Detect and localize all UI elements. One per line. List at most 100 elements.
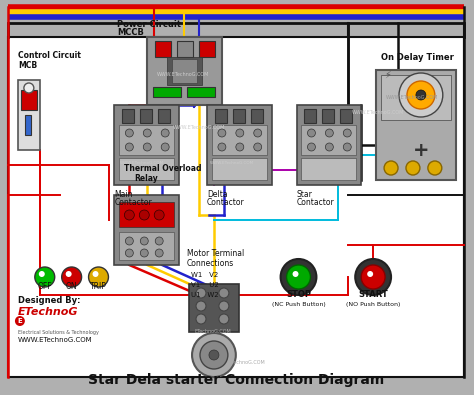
Bar	[25, 115, 31, 135]
Bar	[189, 284, 239, 332]
Bar	[8, 37, 464, 377]
Text: Designed By:: Designed By:	[18, 296, 81, 305]
Text: WWW.ETechnoG.COM: WWW.ETechnoG.COM	[352, 110, 404, 115]
Text: OFF: OFF	[37, 282, 52, 291]
Text: (NC Push Button): (NC Push Button)	[272, 302, 325, 307]
Circle shape	[406, 161, 420, 175]
Circle shape	[126, 129, 133, 137]
Bar	[301, 158, 356, 180]
Circle shape	[161, 143, 169, 151]
Text: Star: Star	[297, 190, 312, 199]
Text: E: E	[18, 318, 22, 324]
Bar	[304, 109, 317, 123]
Text: WWW.ETechnoG.COM: WWW.ETechnoG.COM	[173, 125, 225, 130]
Text: ⚡: ⚡	[384, 70, 391, 80]
Circle shape	[196, 288, 206, 298]
Circle shape	[140, 237, 148, 245]
Text: Control Circuit: Control Circuit	[18, 51, 81, 60]
Text: ETechnoG.COM: ETechnoG.COM	[194, 329, 231, 334]
Bar	[212, 158, 267, 180]
Circle shape	[66, 271, 72, 277]
Text: Power Circuit: Power Circuit	[118, 20, 182, 29]
Text: ON: ON	[66, 282, 77, 291]
Text: +: +	[413, 141, 429, 160]
Text: MCCB: MCCB	[118, 28, 144, 37]
Bar	[119, 125, 174, 155]
Circle shape	[325, 143, 333, 151]
Circle shape	[140, 249, 148, 257]
Bar	[199, 41, 215, 57]
Bar	[119, 202, 174, 227]
Circle shape	[124, 210, 134, 220]
Circle shape	[343, 129, 351, 137]
Bar	[147, 37, 222, 105]
Circle shape	[39, 271, 45, 277]
Bar	[114, 105, 179, 185]
Circle shape	[200, 341, 228, 369]
Circle shape	[361, 265, 385, 289]
Bar	[215, 109, 227, 123]
Text: ETechnoG.COM: ETechnoG.COM	[229, 360, 265, 365]
Circle shape	[154, 210, 164, 220]
Bar	[233, 109, 245, 123]
Text: Contactor: Contactor	[207, 198, 245, 207]
Bar	[187, 87, 215, 97]
Circle shape	[126, 143, 133, 151]
Text: W1   V2: W1 V2	[191, 272, 219, 278]
Text: ETechnoG: ETechnoG	[18, 307, 78, 317]
Circle shape	[15, 316, 25, 326]
Circle shape	[143, 143, 151, 151]
Bar	[251, 109, 263, 123]
Circle shape	[281, 259, 317, 295]
Bar	[122, 109, 134, 123]
Circle shape	[209, 350, 219, 360]
Circle shape	[139, 210, 149, 220]
Circle shape	[254, 129, 262, 137]
Circle shape	[155, 249, 163, 257]
Bar	[140, 109, 152, 123]
Circle shape	[384, 161, 398, 175]
Bar	[340, 109, 352, 123]
Text: Main: Main	[114, 190, 133, 199]
Text: WWW.ETechnoG.COM: WWW.ETechnoG.COM	[119, 161, 164, 165]
Bar	[119, 232, 174, 260]
Circle shape	[218, 129, 226, 137]
Circle shape	[89, 267, 109, 287]
Circle shape	[143, 129, 151, 137]
Circle shape	[355, 259, 391, 295]
Circle shape	[219, 288, 229, 298]
Circle shape	[399, 73, 443, 117]
Circle shape	[62, 267, 82, 287]
Bar	[207, 105, 272, 185]
Circle shape	[416, 90, 426, 100]
Text: TRIP: TRIP	[90, 282, 107, 291]
Circle shape	[367, 271, 373, 277]
Circle shape	[126, 249, 133, 257]
Circle shape	[343, 143, 351, 151]
Text: START: START	[358, 290, 388, 299]
Text: Contactor: Contactor	[297, 198, 334, 207]
Text: WWW.ETechnoG.COM: WWW.ETechnoG.COM	[18, 337, 92, 343]
Circle shape	[428, 161, 442, 175]
Text: Star Dela starter Connection Diagram: Star Dela starter Connection Diagram	[88, 373, 384, 387]
Bar	[18, 80, 40, 150]
Text: Delta: Delta	[207, 190, 228, 199]
Bar	[376, 70, 456, 180]
Text: WWW.ETechnoG.COM: WWW.ETechnoG.COM	[157, 72, 210, 77]
Circle shape	[292, 271, 299, 277]
Bar	[381, 75, 451, 120]
Text: Thermal Overload: Thermal Overload	[124, 164, 202, 173]
Text: On Delay Timer: On Delay Timer	[381, 53, 454, 62]
Bar	[21, 90, 37, 110]
Bar	[158, 109, 170, 123]
Bar	[119, 158, 174, 180]
Text: Motor Terminal: Motor Terminal	[187, 249, 244, 258]
Circle shape	[308, 129, 315, 137]
Circle shape	[219, 301, 229, 311]
Text: Relay: Relay	[134, 174, 158, 183]
Circle shape	[325, 129, 333, 137]
Circle shape	[196, 314, 206, 324]
Circle shape	[155, 237, 163, 245]
Text: WWW.ETechnoG.COM: WWW.ETechnoG.COM	[386, 95, 438, 100]
Circle shape	[192, 333, 236, 377]
